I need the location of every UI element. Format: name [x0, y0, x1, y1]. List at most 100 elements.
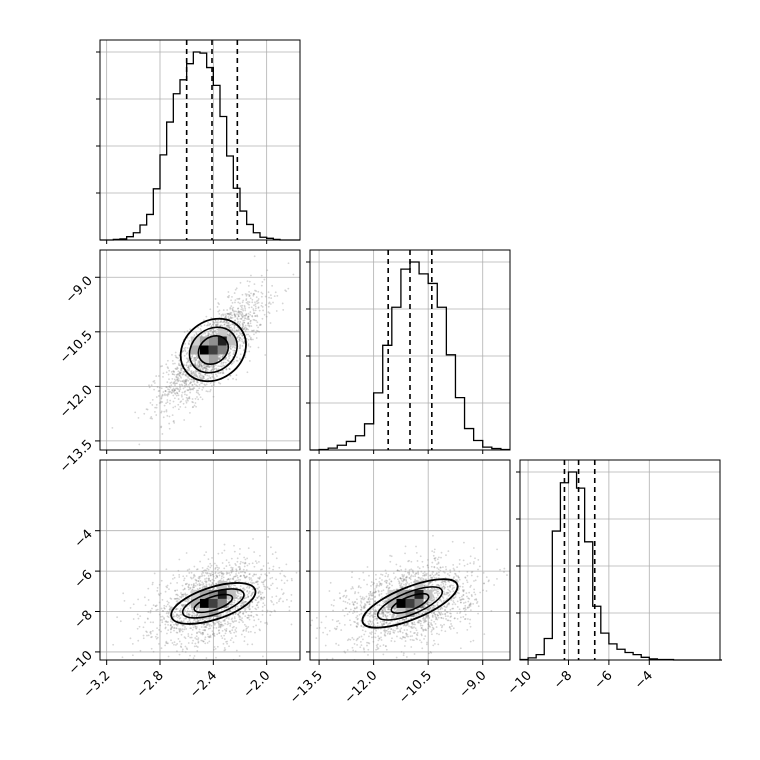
- scatter-point: [185, 583, 187, 586]
- scatter-point: [184, 380, 187, 383]
- scatter-point: [184, 393, 186, 396]
- scatter-point: [240, 317, 243, 320]
- scatter-point: [240, 308, 243, 311]
- scatter-point: [166, 359, 169, 362]
- scatter-point: [249, 320, 252, 323]
- scatter-point: [231, 309, 234, 311]
- scatter-point: [430, 565, 433, 568]
- scatter-point: [225, 320, 228, 323]
- scatter-point: [443, 592, 446, 595]
- scatter-point: [175, 391, 178, 394]
- scatter-point: [210, 329, 213, 332]
- scatter-point: [408, 571, 411, 574]
- scatter-point: [181, 604, 183, 607]
- scatter-point: [462, 593, 465, 596]
- scatter-point: [267, 536, 269, 538]
- scatter-point: [184, 374, 187, 377]
- scatter-point: [252, 293, 255, 295]
- scatter-point: [464, 613, 467, 616]
- scatter-point: [194, 357, 197, 360]
- scatter-point: [239, 597, 241, 600]
- scatter-point: [233, 575, 235, 578]
- scatter-point: [170, 598, 173, 600]
- scatter-point: [242, 328, 245, 331]
- scatter-point: [199, 560, 201, 563]
- scatter-point: [195, 627, 198, 630]
- scatter-point: [440, 581, 443, 584]
- scatter-point: [226, 578, 229, 581]
- scatter-point: [204, 580, 206, 583]
- scatter-point: [208, 365, 211, 367]
- scatter-point: [181, 373, 184, 376]
- scatter-point: [363, 604, 366, 607]
- density-cell: [217, 336, 227, 346]
- scatter-point: [389, 554, 392, 557]
- scatter-point: [206, 572, 208, 575]
- scatter-point: [384, 614, 387, 617]
- scatter-point: [166, 586, 169, 589]
- density-cell: [208, 354, 218, 364]
- scatter-point: [208, 616, 211, 619]
- scatter-point: [381, 608, 383, 611]
- scatter-point: [235, 564, 237, 567]
- scatter-point: [388, 608, 390, 610]
- scatter-point: [163, 404, 166, 407]
- scatter-point: [123, 599, 126, 602]
- scatter-point: [251, 600, 254, 603]
- scatter-point: [210, 584, 213, 587]
- scatter-point: [459, 616, 462, 619]
- scatter-point: [152, 621, 155, 624]
- scatter-point: [367, 648, 370, 651]
- scatter-point: [202, 582, 205, 585]
- scatter-point: [425, 615, 428, 618]
- scatter-point: [177, 403, 180, 406]
- scatter-point: [437, 590, 439, 593]
- scatter-point: [223, 323, 226, 326]
- scatter-point: [191, 608, 194, 611]
- scatter-point: [197, 637, 200, 640]
- scatter-point: [373, 582, 375, 585]
- scatter-point: [271, 284, 274, 287]
- scatter-point: [202, 640, 205, 643]
- scatter-point: [292, 273, 295, 276]
- scatter-point: [405, 579, 407, 582]
- scatter-point: [252, 312, 255, 315]
- scatter-point: [183, 636, 186, 638]
- scatter-point: [186, 610, 189, 613]
- scatter-point: [222, 576, 225, 579]
- scatter-point: [227, 355, 230, 358]
- scatter-point: [257, 606, 260, 609]
- scatter-point: [239, 575, 242, 577]
- scatter-point: [226, 322, 229, 325]
- scatter-point: [218, 614, 220, 617]
- scatter-point: [243, 304, 246, 307]
- scatter-point: [367, 597, 370, 600]
- scatter-point: [458, 596, 461, 599]
- scatter-point: [453, 576, 455, 578]
- scatter-point: [407, 618, 410, 621]
- scatter-point: [246, 280, 249, 282]
- scatter-point: [152, 650, 155, 653]
- scatter-point: [225, 368, 228, 371]
- scatter-point: [359, 586, 362, 589]
- scatter-point: [194, 614, 197, 617]
- scatter-point: [458, 587, 460, 590]
- scatter-panel-0-1: [99, 249, 301, 451]
- scatter-point: [233, 617, 236, 620]
- scatter-point: [239, 575, 242, 578]
- scatter-point: [259, 323, 262, 326]
- scatter-point: [220, 572, 223, 575]
- scatter-point: [166, 610, 169, 613]
- scatter-point: [202, 375, 205, 378]
- scatter-point: [248, 325, 251, 328]
- scatter-point: [191, 372, 194, 375]
- scatter-point: [326, 633, 329, 636]
- density-cell: [217, 345, 227, 355]
- scatter-point: [404, 570, 407, 573]
- scatter-point: [163, 607, 166, 609]
- scatter-point: [192, 380, 195, 383]
- scatter-point: [176, 367, 179, 370]
- scatter-point: [382, 613, 385, 616]
- scatter-point: [404, 545, 407, 548]
- scatter-point: [195, 609, 198, 612]
